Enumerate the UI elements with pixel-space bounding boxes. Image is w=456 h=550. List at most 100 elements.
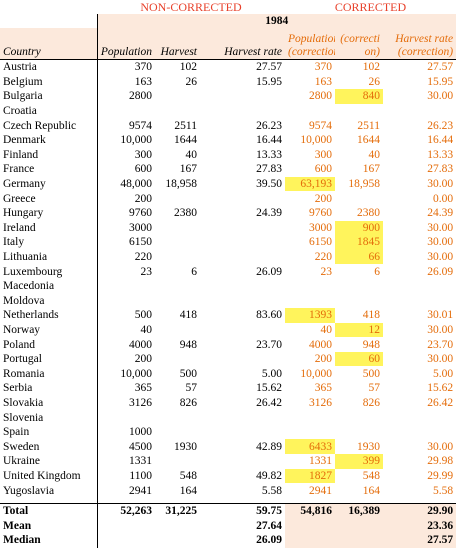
- value-cell: [96, 293, 155, 309]
- blank-cell: [0, 14, 97, 28]
- value-cell: 220: [96, 249, 155, 265]
- value-cell: 500: [179, 367, 197, 380]
- value-cell: [200, 454, 285, 469]
- value-cell: [285, 294, 335, 309]
- value-cell: 26: [368, 75, 381, 88]
- summary-value: 31,225: [165, 505, 197, 518]
- country-cell: Spain: [3, 426, 30, 439]
- blank-cell: [155, 497, 200, 504]
- country-cell: Romania: [3, 367, 45, 380]
- value-cell: 418: [179, 309, 197, 322]
- value-cell: [200, 294, 285, 309]
- value-cell: 57: [185, 382, 198, 395]
- value-cell: 30.00: [427, 251, 454, 264]
- value-cell: [200, 352, 285, 367]
- value-cell: 167: [179, 163, 197, 176]
- table-row: Norway 40 40 12 30.00: [0, 322, 456, 338]
- value-cell: [155, 279, 200, 294]
- country-cell: Norway: [3, 323, 41, 336]
- value-cell: 1845: [335, 235, 383, 250]
- value-cell: [155, 410, 200, 425]
- blank-cell: [200, 497, 285, 504]
- value-cell: 10,000: [300, 134, 332, 147]
- table-row: Germany 48,000 18,958 39.50 63,193 18,958 30.0…: [0, 176, 456, 192]
- value-cell: 1100: [96, 468, 155, 484]
- value-cell: 16.44: [427, 134, 454, 147]
- year-row: 1984: [0, 14, 456, 28]
- value-cell: 24.39: [256, 207, 282, 220]
- table-row: Spain 1000: [0, 424, 456, 440]
- table-row: Croatia: [0, 103, 456, 119]
- column-header: Harvest rate (correction): [383, 28, 456, 60]
- value-cell: [200, 279, 285, 294]
- value-cell: 49.82: [256, 469, 282, 482]
- value-cell: 6: [191, 265, 197, 278]
- value-cell: 500: [362, 367, 380, 380]
- value-cell: 548: [362, 469, 380, 482]
- summary-value: [285, 533, 335, 548]
- value-cell: 1393: [285, 308, 335, 323]
- summary-value: [335, 533, 383, 548]
- country-cell: Serbia: [3, 382, 33, 395]
- table-row: Sweden 4500 1930 42.89 6433 1930 30.00: [0, 439, 456, 455]
- value-cell: 30.01: [427, 309, 454, 322]
- value-cell: 1331: [96, 454, 155, 469]
- value-cell: 23: [320, 265, 333, 278]
- value-cell: [383, 294, 456, 309]
- value-cell: 418: [362, 309, 380, 322]
- summary-label: Total: [3, 505, 29, 518]
- value-cell: [155, 235, 200, 250]
- value-cell: 27.83: [256, 163, 282, 176]
- value-cell: [155, 221, 200, 236]
- value-cell: 23.70: [256, 338, 282, 351]
- blank-cell: [285, 497, 335, 504]
- value-cell: 200: [314, 353, 332, 366]
- value-cell: 63,193: [285, 176, 335, 192]
- value-cell: 30.00: [427, 353, 454, 366]
- value-cell: 3126: [96, 395, 155, 411]
- year-label: 1984: [96, 14, 456, 28]
- country-cell: Germany: [3, 178, 46, 191]
- value-cell: [155, 425, 200, 440]
- value-cell: 4000: [96, 337, 155, 352]
- value-cell: 948: [179, 338, 197, 351]
- country-cell: Lithuania: [3, 251, 48, 264]
- value-cell: 57: [368, 382, 381, 395]
- value-cell: 26.09: [427, 265, 454, 278]
- value-cell: 2511: [357, 119, 380, 132]
- column-header: Harvest: [155, 28, 200, 60]
- country-cell: Hungary: [3, 207, 44, 220]
- value-cell: 30.00: [427, 236, 454, 249]
- value-cell: 600: [314, 163, 332, 176]
- value-cell: 164: [362, 484, 380, 497]
- country-cell: Macedonia: [3, 280, 55, 293]
- table-row: Poland 4000 948 23.70 4000 948 23.70: [0, 337, 456, 352]
- value-cell: [200, 235, 285, 250]
- value-cell: 26.42: [256, 396, 282, 409]
- value-cell: 2380: [357, 207, 380, 220]
- value-cell: 2800: [309, 90, 332, 103]
- value-cell: 10,000: [96, 366, 155, 382]
- country-cell: France: [3, 163, 35, 176]
- table-row: Bulgaria 2800 2800 840 30.00: [0, 89, 456, 104]
- data-table: 1984 Country Population Harvest Harvest rate…: [0, 14, 456, 548]
- value-cell: 9760: [96, 205, 155, 221]
- country-cell: Austria: [3, 61, 37, 74]
- value-cell: 27.57: [427, 61, 454, 74]
- value-cell: 48,000: [96, 176, 155, 192]
- table-row: Macedonia: [0, 278, 456, 294]
- value-cell: 200: [96, 351, 155, 367]
- group-labels: NON-CORRECTED CORRECTED: [0, 0, 456, 14]
- value-cell: 18,958: [165, 178, 197, 191]
- country-cell: Belgium: [3, 75, 43, 88]
- value-cell: 0.00: [432, 192, 454, 205]
- column-header: Population (correction): [285, 28, 335, 60]
- country-cell: Yugoslavia: [3, 484, 55, 497]
- value-cell: 23.70: [427, 338, 454, 351]
- value-cell: 200: [314, 192, 332, 205]
- value-cell: 4000: [309, 338, 332, 351]
- table-row: Lithuania 220 220 66 30.00: [0, 249, 456, 265]
- value-cell: 30.00: [427, 178, 454, 191]
- value-cell: 26.09: [256, 265, 282, 278]
- value-cell: 24.39: [427, 207, 454, 220]
